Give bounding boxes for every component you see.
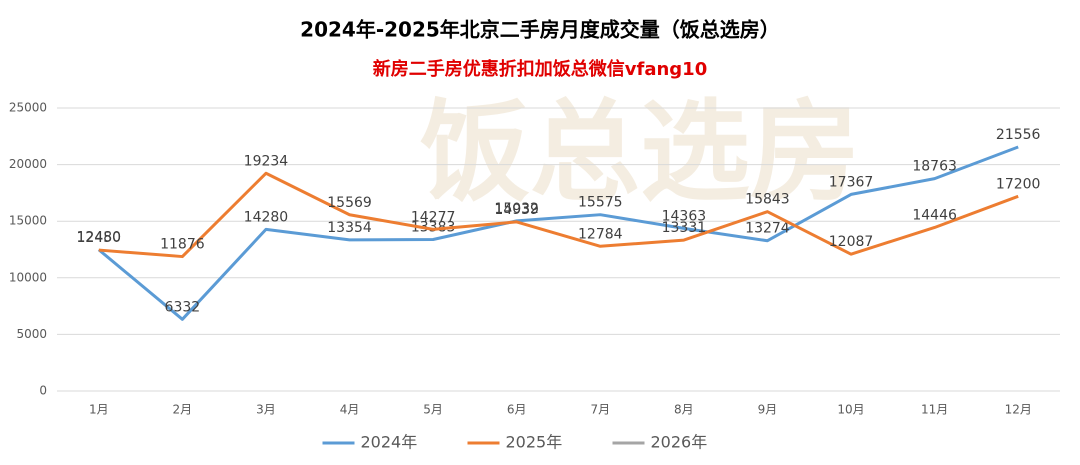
chart-title: 2024年-2025年北京二手房月度成交量（饭总选房） [300, 18, 780, 42]
data-label: 15575 [578, 195, 623, 211]
x-tick-label: 12月 [1005, 403, 1032, 417]
data-label: 13331 [662, 220, 707, 236]
x-tick-label: 4月 [340, 403, 360, 417]
y-tick-label: 15000 [9, 214, 47, 228]
data-label: 11876 [160, 237, 205, 253]
data-label: 14280 [244, 209, 289, 225]
y-tick-label: 10000 [9, 270, 47, 284]
data-label: 15843 [745, 192, 790, 208]
x-tick-label: 8月 [674, 403, 694, 417]
legend-label: 2024年 [361, 433, 418, 452]
data-label: 21556 [996, 127, 1041, 143]
y-tick-label: 25000 [9, 101, 47, 115]
data-label: 14446 [912, 207, 957, 223]
legend-label: 2025年 [506, 433, 563, 452]
data-label: 12784 [578, 226, 623, 242]
data-label: 14363 [662, 208, 707, 224]
data-label: 15032 [494, 201, 539, 217]
chart-subtitle: 新房二手房优惠折扣加饭总微信vfang10 [373, 58, 707, 80]
data-label: 17367 [829, 174, 874, 190]
data-label: 14277 [411, 209, 456, 225]
data-label: 15569 [327, 195, 372, 211]
data-label: 18763 [912, 159, 957, 175]
data-label: 13274 [745, 221, 790, 237]
data-label: 19234 [244, 153, 289, 169]
data-label: 12450 [77, 230, 122, 246]
data-label: 6332 [165, 299, 201, 315]
legend-label: 2026年 [651, 433, 708, 452]
x-tick-label: 11月 [921, 403, 948, 417]
series-line [98, 171, 1019, 259]
watermark: 饭总选房 [420, 88, 860, 216]
x-tick-label: 9月 [758, 403, 778, 417]
x-tick-label: 3月 [256, 403, 276, 417]
y-tick-label: 0 [39, 384, 47, 398]
data-label: 17200 [996, 176, 1041, 192]
x-tick-label: 5月 [423, 403, 443, 417]
data-label: 12087 [829, 234, 874, 250]
data-label: 13383 [411, 220, 456, 236]
data-label: 14939 [494, 202, 539, 218]
x-tick-label: 1月 [89, 403, 109, 417]
data-label: 12480 [77, 230, 122, 246]
x-tick-label: 7月 [590, 403, 610, 417]
x-tick-label: 10月 [837, 403, 864, 417]
x-tick-label: 2月 [173, 403, 193, 417]
y-tick-label: 5000 [16, 327, 47, 341]
series-line [97, 145, 1019, 321]
data-label: 13354 [327, 220, 372, 236]
y-tick-label: 20000 [9, 157, 47, 171]
x-tick-label: 6月 [507, 403, 527, 417]
